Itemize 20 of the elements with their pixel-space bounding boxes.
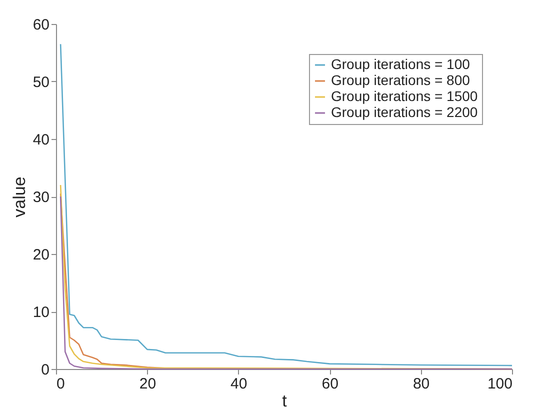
y-axis-title: value	[10, 176, 29, 218]
x-tick-label: 100	[487, 376, 512, 392]
x-tick-label: 80	[412, 376, 430, 392]
x-tick-label: 40	[230, 376, 248, 392]
x-tick-label: 60	[322, 376, 338, 392]
y-tick-label: 60	[32, 16, 50, 34]
y-tick-label: 30	[32, 189, 50, 206]
legend-label: Group iterations = 800	[331, 72, 470, 88]
legend-label: Group iterations = 2200	[331, 104, 478, 120]
y-tick-label: 10	[32, 304, 50, 321]
x-tick-label: 20	[139, 376, 156, 392]
y-tick-label: 50	[32, 74, 50, 91]
y-tick-label: 40	[32, 132, 50, 148]
line-series	[60, 43, 513, 366]
legend-label: Group iterations = 100	[331, 56, 470, 72]
y-tick-label: 0	[41, 362, 50, 378]
x-axis-title: t	[282, 392, 288, 408]
y-tick-label: 20	[32, 246, 50, 264]
legend-label: Group iterations = 1500	[331, 88, 478, 104]
x-tick-label: 0	[56, 376, 65, 392]
